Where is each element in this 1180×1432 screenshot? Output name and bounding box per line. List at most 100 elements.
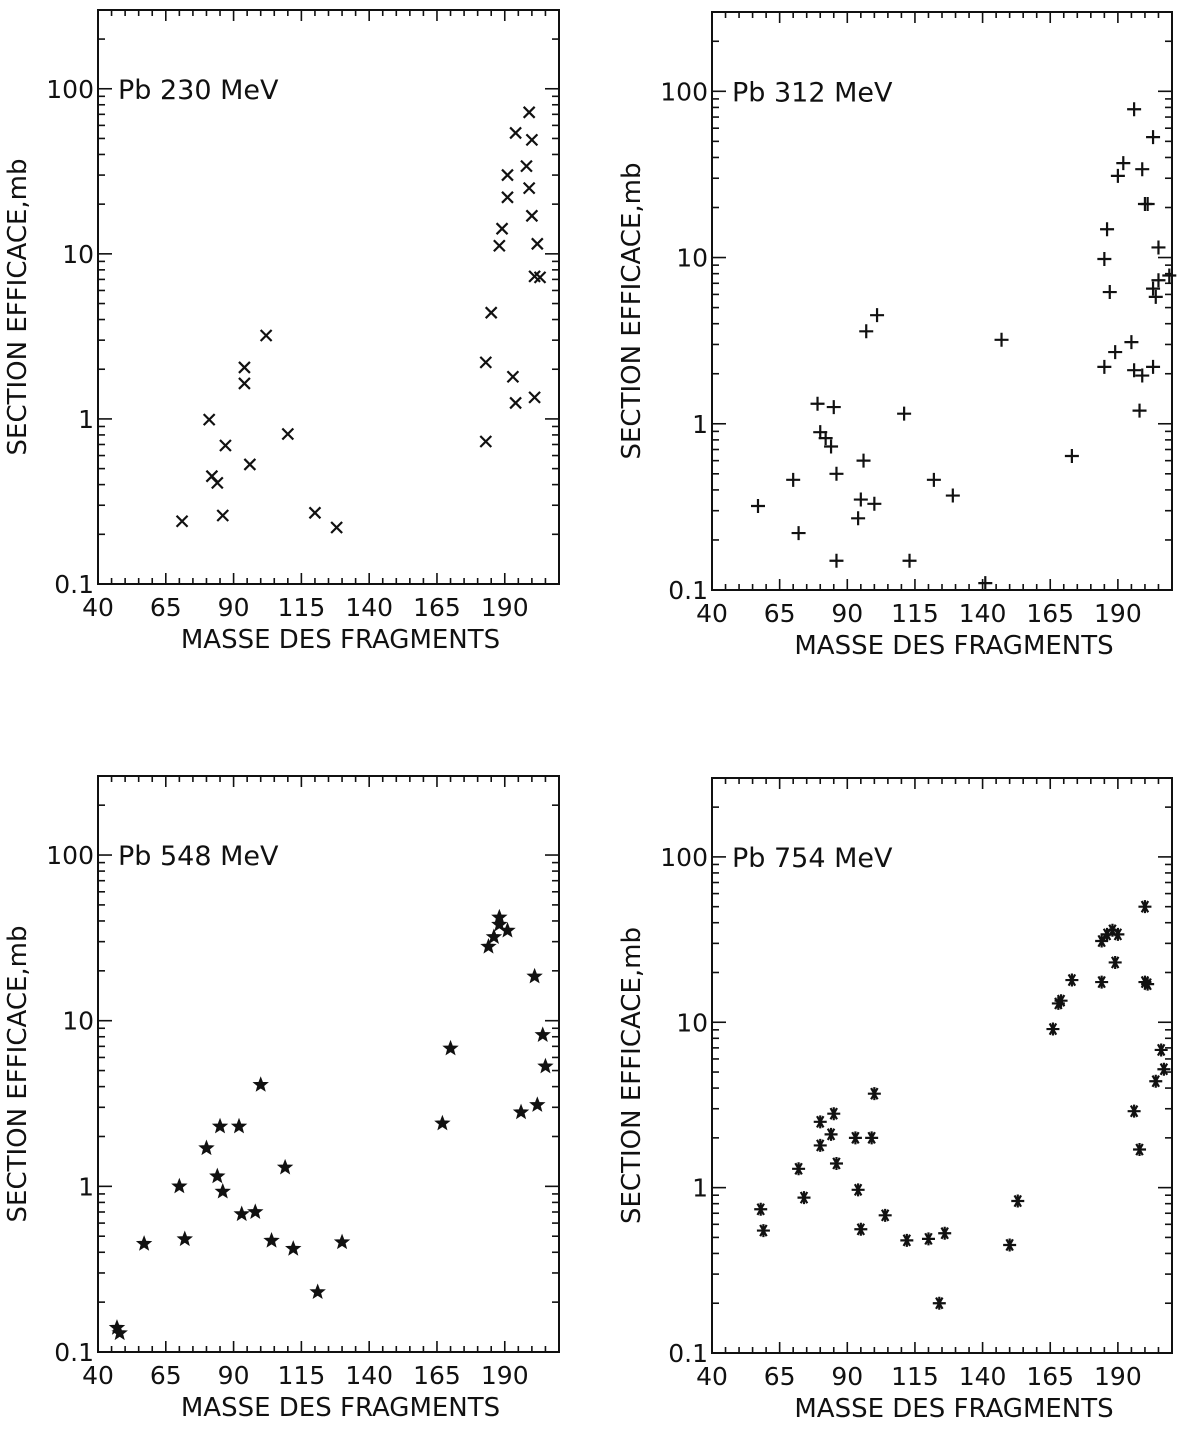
x-tick-label: 140 — [345, 593, 393, 622]
x-tick-label: 90 — [831, 599, 863, 628]
y-tick-label: 0.1 — [668, 576, 708, 605]
x-tick-label: 165 — [413, 1361, 461, 1390]
data-point — [945, 488, 960, 503]
data-point — [1146, 359, 1161, 374]
x-tick-label: 165 — [1026, 1362, 1074, 1391]
data-point — [1108, 955, 1122, 969]
data-point — [1127, 1104, 1141, 1118]
data-point — [851, 1183, 865, 1197]
x-tick-label: 190 — [1094, 1362, 1142, 1391]
data-point — [238, 361, 251, 374]
x-tick-label: 190 — [481, 1361, 529, 1390]
data-point — [1127, 363, 1142, 378]
data-point — [1146, 130, 1161, 145]
data-point — [1140, 196, 1155, 211]
data-point — [211, 476, 224, 490]
data-point — [1127, 102, 1142, 117]
data-point — [1157, 1062, 1171, 1076]
x-tick-label: 40 — [696, 1362, 728, 1391]
data-point — [202, 413, 216, 426]
y-axis-label: SECTION EFFICACE,mb — [617, 163, 647, 460]
data-point — [829, 466, 844, 481]
data-point — [1054, 994, 1068, 1008]
data-point — [1102, 285, 1117, 300]
data-point — [111, 1324, 128, 1341]
data-point — [1111, 927, 1125, 941]
data-point — [1065, 973, 1079, 987]
data-point — [1162, 268, 1177, 283]
data-point — [1100, 222, 1115, 237]
x-tick-label: 140 — [959, 599, 1007, 628]
data-point — [900, 1233, 914, 1247]
data-point — [870, 308, 885, 323]
data-point — [434, 1114, 451, 1131]
y-tick-label: 100 — [46, 841, 94, 870]
data-point — [824, 439, 839, 454]
x-tick-label: 40 — [696, 599, 728, 628]
y-tick-label: 0.1 — [668, 1339, 708, 1368]
data-point — [491, 916, 508, 932]
data-point — [1148, 289, 1163, 304]
data-point — [824, 1127, 838, 1141]
data-point — [263, 1232, 280, 1248]
x-axis-label: MASSE DES FRAGMENTS — [794, 631, 1113, 661]
data-point — [520, 159, 533, 173]
data-point — [878, 1208, 892, 1222]
chart-panel: 40 65 90 115 140 165 190 0.1 1 10 100 MASSE DES FRA… — [3, 9, 560, 655]
data-point — [932, 1296, 946, 1310]
y-tick-label: 10 — [676, 244, 708, 273]
y-tick-label: 1 — [78, 405, 94, 434]
data-point — [495, 222, 509, 235]
data-point — [978, 576, 993, 591]
x-tick-label: 165 — [413, 593, 461, 622]
data-point — [214, 1182, 231, 1199]
data-point — [867, 496, 882, 511]
data-point — [330, 521, 343, 534]
data-point — [484, 306, 498, 319]
data-point — [810, 396, 825, 411]
data-point — [1003, 1238, 1017, 1252]
data-point — [865, 1131, 879, 1145]
x-tick-label: 65 — [150, 593, 182, 622]
y-tick-label: 1 — [692, 410, 708, 439]
data-point — [797, 1191, 811, 1205]
data-point — [480, 938, 497, 954]
data-point — [216, 509, 230, 522]
x-tick-label: 140 — [345, 1361, 393, 1390]
data-point — [1135, 162, 1150, 177]
data-point — [756, 1224, 770, 1238]
data-point — [1105, 923, 1119, 937]
data-point — [1095, 934, 1109, 948]
data-point — [897, 406, 912, 421]
data-point — [818, 431, 833, 446]
data-point — [853, 492, 868, 507]
data-point — [491, 908, 508, 925]
data-point — [252, 1076, 269, 1092]
data-point — [219, 439, 232, 452]
data-point — [826, 400, 841, 415]
data-point — [175, 514, 189, 528]
x-tick-label: 65 — [150, 1361, 182, 1390]
data-point — [791, 526, 806, 541]
x-tick-label: 115 — [278, 593, 326, 622]
data-point — [1138, 975, 1152, 989]
data-point — [848, 1131, 862, 1145]
data-point — [529, 1096, 546, 1112]
data-point — [1154, 1043, 1168, 1057]
data-point — [1046, 1022, 1060, 1036]
data-point — [211, 1117, 229, 1134]
data-point — [851, 511, 866, 526]
data-point — [1097, 359, 1112, 374]
y-axis-label: SECTION EFFICACE,mb — [3, 159, 33, 456]
panel-title: Pb 548 MeV — [118, 841, 279, 872]
y-axis-label: SECTION EFFICACE,mb — [3, 926, 33, 1223]
data-point — [525, 133, 539, 147]
data-point — [754, 1202, 768, 1216]
data-point — [994, 332, 1009, 347]
y-tick-label: 100 — [46, 75, 94, 104]
x-tick-label: 190 — [1094, 599, 1142, 628]
chart-panel: 40 65 90 115 140 165 190 0.1 1 10 100 MASSE DES FRA… — [3, 775, 560, 1423]
data-point — [792, 1162, 806, 1176]
data-point — [537, 1057, 554, 1074]
